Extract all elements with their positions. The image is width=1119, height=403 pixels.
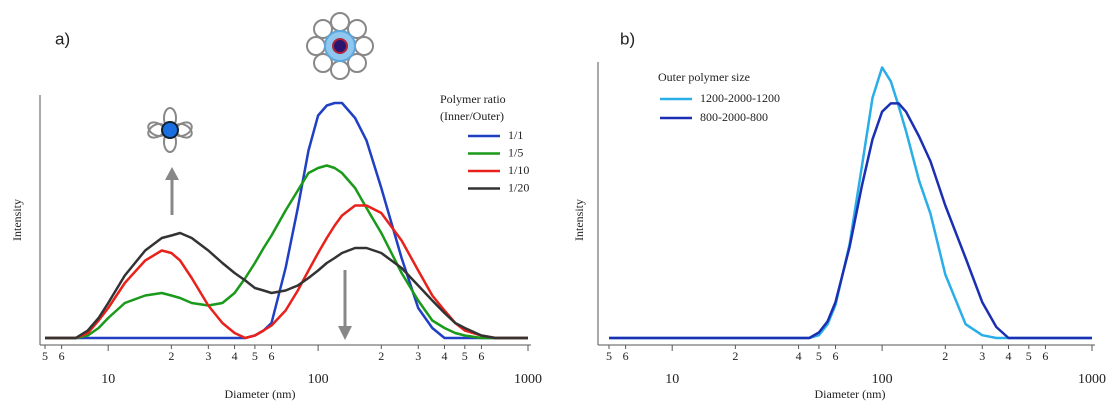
legend-label: 1200-2000-1200 bbox=[700, 91, 780, 105]
icons bbox=[147, 12, 374, 340]
x-tick-label: 2 bbox=[378, 349, 384, 363]
x-tick-label: 6 bbox=[478, 349, 484, 363]
data-line bbox=[45, 231, 528, 340]
x-tick-label: 2 bbox=[168, 349, 174, 363]
x-tick-label: 6 bbox=[623, 349, 629, 363]
legend-label: 1/10 bbox=[508, 163, 529, 177]
x-tick-label: 1000 bbox=[514, 372, 542, 387]
x-tick-label: 5 bbox=[252, 349, 258, 363]
legend-subtitle: (Inner/Outer) bbox=[440, 109, 504, 123]
panel-label: a) bbox=[55, 29, 70, 48]
legend-label: 800-2000-800 bbox=[700, 110, 768, 124]
data-line bbox=[609, 66, 1092, 340]
x-tick-label: 2 bbox=[942, 349, 948, 363]
x-tick-label: 5 bbox=[1026, 349, 1032, 363]
data-line bbox=[609, 102, 1092, 340]
y-axis-title: Intensity bbox=[10, 199, 24, 241]
x-tick-label: 4 bbox=[1005, 349, 1011, 363]
x-tick-label: 4 bbox=[796, 349, 802, 363]
x-tick-label: 5 bbox=[42, 349, 48, 363]
panel-label: b) bbox=[620, 29, 635, 48]
x-axis-title: Diameter (nm) bbox=[815, 387, 886, 401]
x-tick-label: 100 bbox=[308, 372, 329, 387]
x-tick-label: 5 bbox=[606, 349, 612, 363]
x-axis-title: Diameter (nm) bbox=[225, 387, 296, 401]
x-tick-label: 6 bbox=[269, 349, 275, 363]
data-line bbox=[45, 164, 528, 340]
data-line bbox=[45, 101, 528, 340]
x-tick-label: 2 bbox=[732, 349, 738, 363]
data-line bbox=[45, 204, 528, 340]
legend-title: Outer polymer size bbox=[658, 70, 750, 84]
arrows bbox=[165, 167, 352, 340]
x-tick-label: 6 bbox=[833, 349, 839, 363]
x-tick-label: 5 bbox=[462, 349, 468, 363]
x-tick-label: 6 bbox=[59, 349, 65, 363]
legend-label: 1/20 bbox=[508, 180, 529, 194]
x-tick-label: 3 bbox=[205, 349, 211, 363]
legend-label: 1/5 bbox=[508, 145, 523, 159]
x-tick-label: 3 bbox=[415, 349, 421, 363]
x-tick-label: 3 bbox=[979, 349, 985, 363]
x-tick-label: 5 bbox=[816, 349, 822, 363]
x-tick-label: 10 bbox=[665, 372, 679, 387]
x-tick-label: 6 bbox=[1042, 349, 1048, 363]
flower-icon bbox=[147, 107, 193, 153]
legend-title: Polymer ratio bbox=[440, 92, 506, 106]
x-tick-label: 1000 bbox=[1078, 372, 1106, 387]
legend-label: 1/1 bbox=[508, 128, 523, 142]
x-tick-label: 100 bbox=[872, 372, 893, 387]
x-tick-label: 4 bbox=[232, 349, 238, 363]
x-tick-label: 10 bbox=[101, 372, 115, 387]
micelle-icon bbox=[306, 12, 374, 80]
x-tick-label: 4 bbox=[441, 349, 447, 363]
y-axis-title: Intensity bbox=[572, 199, 586, 241]
